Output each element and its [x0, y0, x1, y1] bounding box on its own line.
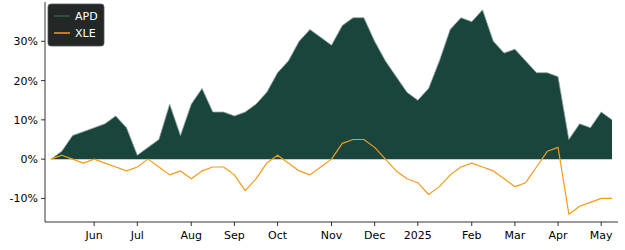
y-tick-label: -10% [10, 192, 38, 205]
x-tick-label: May [590, 229, 613, 242]
y-tick [41, 159, 45, 160]
y-tick-label: 20% [14, 75, 38, 88]
legend-swatch [54, 32, 70, 34]
y-tick-label: 10% [14, 114, 38, 127]
legend: APD XLE [48, 4, 104, 46]
chart: -10% 0% 10% 20% 30% Jun Jul Aug Sep Oct Nov Dec 2025… [0, 0, 625, 250]
x-tick [558, 222, 559, 226]
y-tick [41, 80, 45, 81]
legend-swatch [54, 15, 70, 17]
x-tick [234, 222, 235, 226]
y-tick [41, 198, 45, 199]
area-line [51, 10, 612, 159]
line [51, 140, 612, 215]
x-tick-label: Oct [268, 229, 288, 242]
x-tick-label: Mar [505, 229, 526, 242]
plot-area [51, 10, 612, 214]
x-tick-label: Jul [130, 229, 144, 242]
y-tick [41, 41, 45, 42]
x-tick [374, 222, 375, 226]
x-tick [417, 222, 418, 226]
x-tick-label: Apr [549, 229, 569, 242]
x-tick [94, 222, 95, 226]
y-tick-label: 30% [14, 35, 38, 48]
x-tick [137, 222, 138, 226]
x-tick [471, 222, 472, 226]
x-tick-label: Feb [462, 229, 481, 242]
y-axis [45, 2, 46, 222]
x-tick-label: Nov [321, 229, 343, 242]
x-tick-label: Sep [224, 229, 245, 242]
area-fill [51, 10, 612, 159]
x-tick [331, 222, 332, 226]
x-tick-label: Aug [181, 229, 202, 242]
legend-label: XLE [75, 27, 96, 40]
legend-box [48, 4, 104, 46]
x-tick [601, 222, 602, 226]
y-tick [41, 119, 45, 120]
x-tick [277, 222, 278, 226]
x-tick [514, 222, 515, 226]
y-tick-label: 0% [21, 153, 38, 166]
legend-label: APD [75, 10, 98, 23]
x-tick-label: Jun [85, 229, 103, 242]
x-tick-label: Dec [364, 229, 385, 242]
x-tick-label: 2025 [404, 229, 432, 242]
x-tick [191, 222, 192, 226]
